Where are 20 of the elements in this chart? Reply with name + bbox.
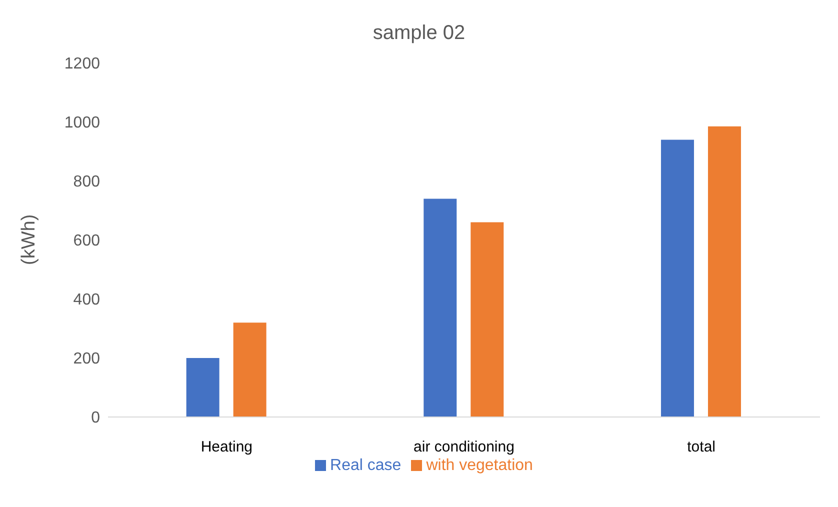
bar bbox=[708, 126, 741, 417]
y-tick-label: 400 bbox=[73, 292, 100, 309]
y-tick-label: 1000 bbox=[64, 114, 100, 132]
x-tick-label: Heating bbox=[200, 438, 253, 456]
legend-label: with vegetation bbox=[426, 457, 533, 474]
legend-label: Real case bbox=[330, 457, 402, 474]
y-tick-label: 1200 bbox=[64, 56, 100, 73]
y-tick-label: 200 bbox=[73, 350, 100, 368]
bar bbox=[660, 140, 694, 417]
x-tick-label: total bbox=[687, 438, 716, 456]
bar bbox=[424, 198, 457, 417]
y-tick-label: 0 bbox=[91, 410, 100, 427]
bar bbox=[233, 322, 266, 417]
bar bbox=[186, 358, 220, 417]
y-axis-title: (kWh) bbox=[18, 214, 40, 265]
x-tick-label: air conditioning bbox=[414, 438, 514, 456]
bar bbox=[470, 222, 504, 417]
chart-title: sample 02 bbox=[372, 22, 466, 45]
y-tick-label: 600 bbox=[73, 232, 100, 250]
y-tick-label: 800 bbox=[73, 174, 100, 191]
